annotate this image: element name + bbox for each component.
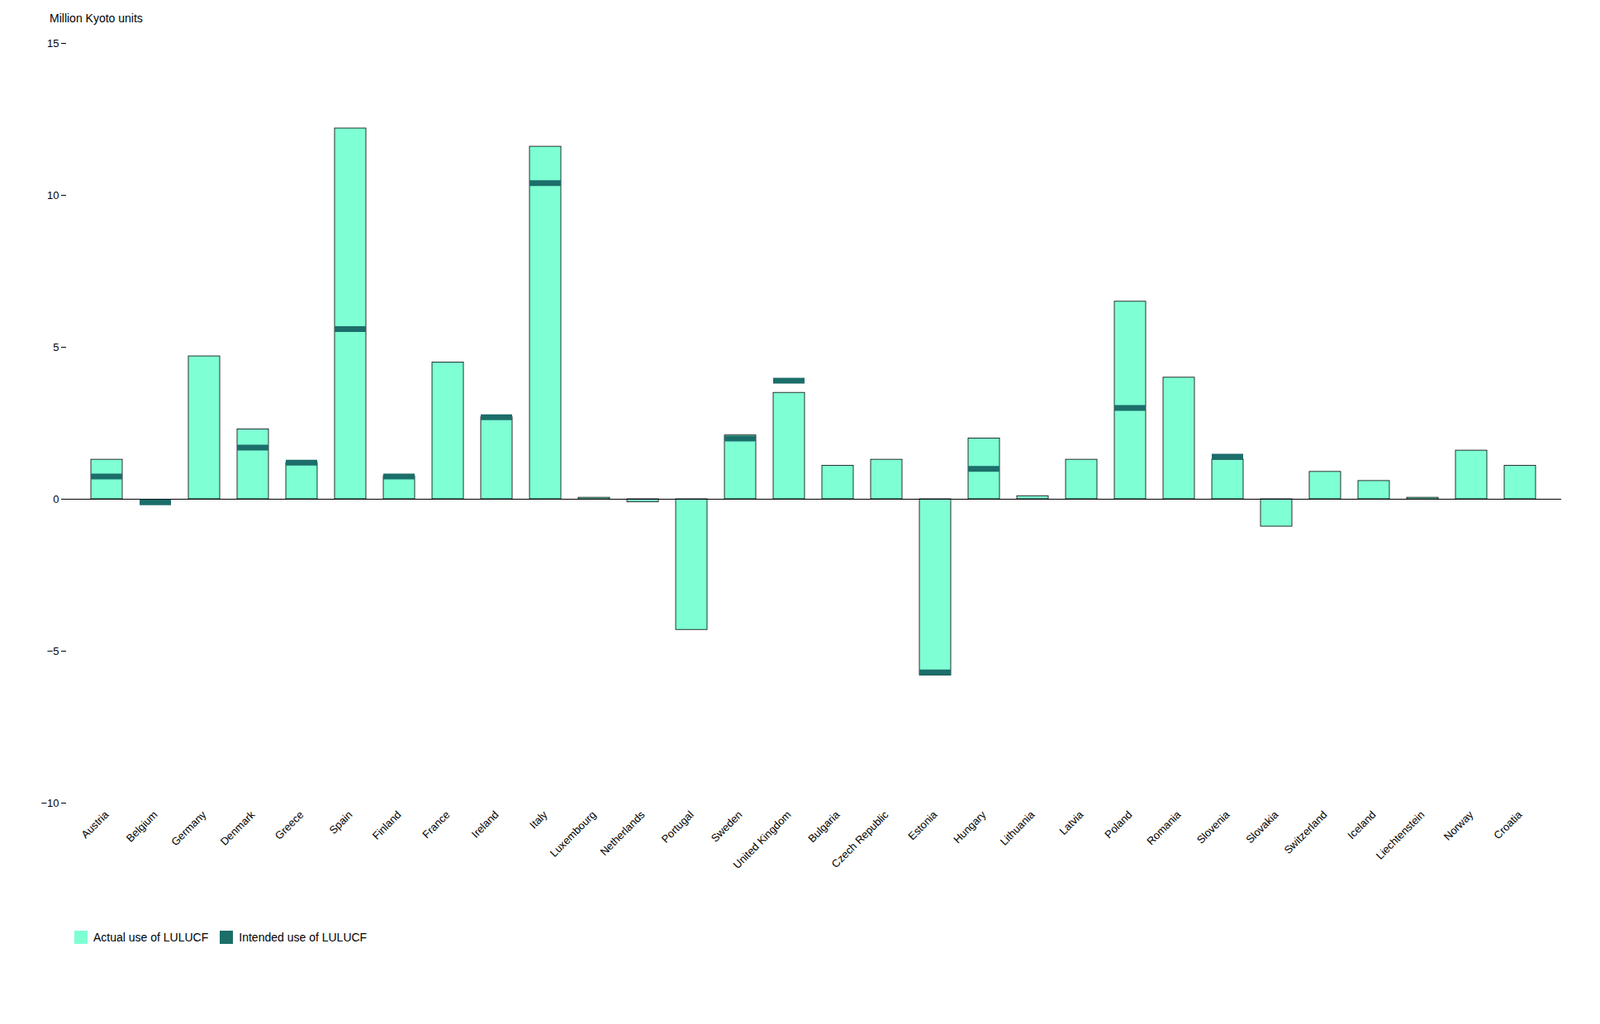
svg-text:Ireland: Ireland bbox=[469, 808, 502, 841]
svg-text:Bulgaria: Bulgaria bbox=[805, 807, 843, 846]
svg-text:Lithuania: Lithuania bbox=[997, 807, 1038, 848]
svg-text:Croatia: Croatia bbox=[1490, 807, 1525, 842]
svg-text:Switzerland: Switzerland bbox=[1281, 808, 1330, 857]
svg-text:Luxembourg: Luxembourg bbox=[547, 808, 599, 860]
html-text:Million Kyoto units: Million Kyoto units bbox=[49, 11, 143, 25]
svg-text:Poland: Poland bbox=[1101, 808, 1135, 841]
svg-text:0: 0 bbox=[52, 493, 59, 506]
svg-text:Romania: Romania bbox=[1144, 807, 1184, 848]
svg-text:Portugal: Portugal bbox=[659, 808, 697, 846]
svg-text:Germany: Germany bbox=[168, 807, 209, 849]
svg-text:Liechtenstein: Liechtenstein bbox=[1373, 808, 1428, 863]
svg-text:Netherlands: Netherlands bbox=[597, 807, 648, 859]
svg-text:Estonia: Estonia bbox=[905, 807, 941, 843]
svg-text:Belgium: Belgium bbox=[123, 808, 161, 846]
svg-text:Austria: Austria bbox=[78, 807, 112, 841]
svg-text:Czech Republic: Czech Republic bbox=[829, 807, 892, 870]
svg-text:Spain: Spain bbox=[326, 808, 355, 837]
svg-text:Sweden: Sweden bbox=[708, 808, 746, 846]
svg-text:−5: −5 bbox=[47, 645, 60, 658]
svg-text:France: France bbox=[419, 808, 452, 841]
svg-text:Denmark: Denmark bbox=[218, 807, 258, 848]
svg-text:Norway: Norway bbox=[1441, 807, 1477, 843]
svg-text:Slovenia: Slovenia bbox=[1194, 807, 1233, 846]
svg-text:15: 15 bbox=[47, 37, 59, 50]
svg-text:−10: −10 bbox=[40, 797, 59, 810]
svg-text:Slovakia: Slovakia bbox=[1243, 807, 1282, 846]
svg-text:Hungary: Hungary bbox=[950, 807, 989, 846]
svg-text:5: 5 bbox=[52, 341, 59, 354]
svg-text:Italy: Italy bbox=[527, 807, 551, 831]
html-text:Intended use of LULUCF: Intended use of LULUCF bbox=[238, 930, 367, 944]
svg-text:Iceland: Iceland bbox=[1344, 808, 1378, 842]
svg-text:10: 10 bbox=[47, 189, 59, 202]
svg-text:Greece: Greece bbox=[272, 808, 307, 843]
svg-text:Latvia: Latvia bbox=[1056, 807, 1087, 838]
svg-text:Finland: Finland bbox=[370, 808, 404, 843]
svg-text:United Kingdom: United Kingdom bbox=[731, 808, 794, 872]
html-text:Actual use of LULUCF: Actual use of LULUCF bbox=[93, 930, 209, 944]
